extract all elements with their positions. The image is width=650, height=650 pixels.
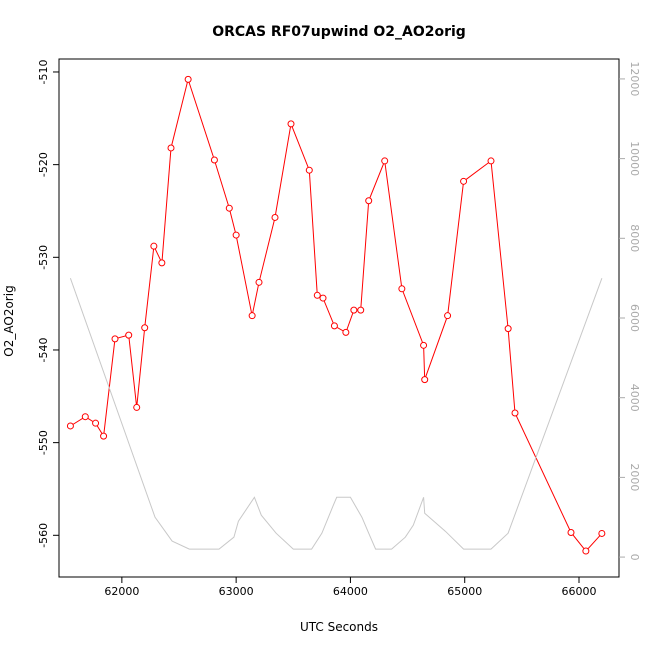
data-point: [184, 75, 192, 83]
chart-title: ORCAS RF07upwind O2_AO2orig: [212, 24, 466, 40]
data-point: [381, 157, 389, 165]
altitude-line: [69, 278, 603, 550]
data-point: [150, 242, 158, 250]
y-tick-label: -560: [37, 523, 50, 548]
y2-tick-label: 12000: [628, 61, 641, 96]
y-tick-label: -520: [37, 152, 50, 177]
data-point: [232, 231, 240, 239]
y2-tick-label: 6000: [628, 304, 641, 332]
y-tick-label: -530: [37, 245, 50, 270]
data-point: [81, 413, 89, 421]
y2-tick-label: 0: [628, 554, 641, 561]
data-point: [287, 120, 295, 128]
data-point: [342, 328, 350, 336]
data-point: [92, 419, 100, 427]
data-point: [487, 157, 495, 165]
data-point: [444, 312, 452, 320]
y2-tick-label: 10000: [628, 141, 641, 176]
data-point: [398, 285, 406, 293]
x-tick-label: 64000: [333, 585, 368, 598]
y-tick-label: -540: [37, 337, 50, 362]
data-point: [313, 291, 321, 299]
data-point: [582, 547, 590, 555]
data-point: [66, 422, 74, 430]
data-point: [158, 259, 166, 267]
data-point: [271, 213, 279, 221]
data-point: [365, 197, 373, 205]
data-point: [111, 335, 119, 343]
right-y-axis: 0 2000 4000 6000 8000 10000 12000: [619, 61, 641, 561]
data-point: [210, 156, 218, 164]
y-axis-title: O2_AO2orig: [2, 285, 16, 356]
data-point: [567, 529, 575, 537]
x-axis-title: UTC Seconds: [300, 620, 378, 634]
data-point: [248, 312, 256, 320]
y2-tick-label: 8000: [628, 224, 641, 252]
data-point: [305, 166, 313, 174]
left-y-axis: -510 -520 -530 -540 -550 -560: [37, 59, 59, 548]
x-tick-label: 65000: [447, 585, 482, 598]
x-tick-label: 66000: [562, 585, 597, 598]
data-point: [141, 324, 149, 332]
series-layer: [66, 75, 606, 555]
data-point: [421, 376, 429, 384]
data-point: [420, 341, 428, 349]
data-point: [330, 322, 338, 330]
x-tick-label: 62000: [104, 585, 139, 598]
data-point: [350, 306, 358, 314]
data-point: [598, 529, 606, 537]
y-tick-label: -550: [37, 430, 50, 455]
y2-tick-label: 4000: [628, 384, 641, 412]
data-point: [225, 204, 233, 212]
data-point: [504, 325, 512, 333]
x-tick-label: 63000: [219, 585, 254, 598]
data-point: [460, 177, 468, 185]
data-point: [167, 144, 175, 152]
y2-tick-label: 2000: [628, 463, 641, 491]
data-point: [100, 432, 108, 440]
data-point: [357, 306, 365, 314]
data-point: [125, 331, 133, 339]
y-tick-label: -510: [37, 59, 50, 84]
data-point: [319, 294, 327, 302]
data-point: [133, 403, 141, 411]
x-axis: 62000 63000 64000 65000 66000: [104, 577, 597, 598]
data-point: [255, 278, 263, 286]
data-point: [511, 409, 519, 417]
